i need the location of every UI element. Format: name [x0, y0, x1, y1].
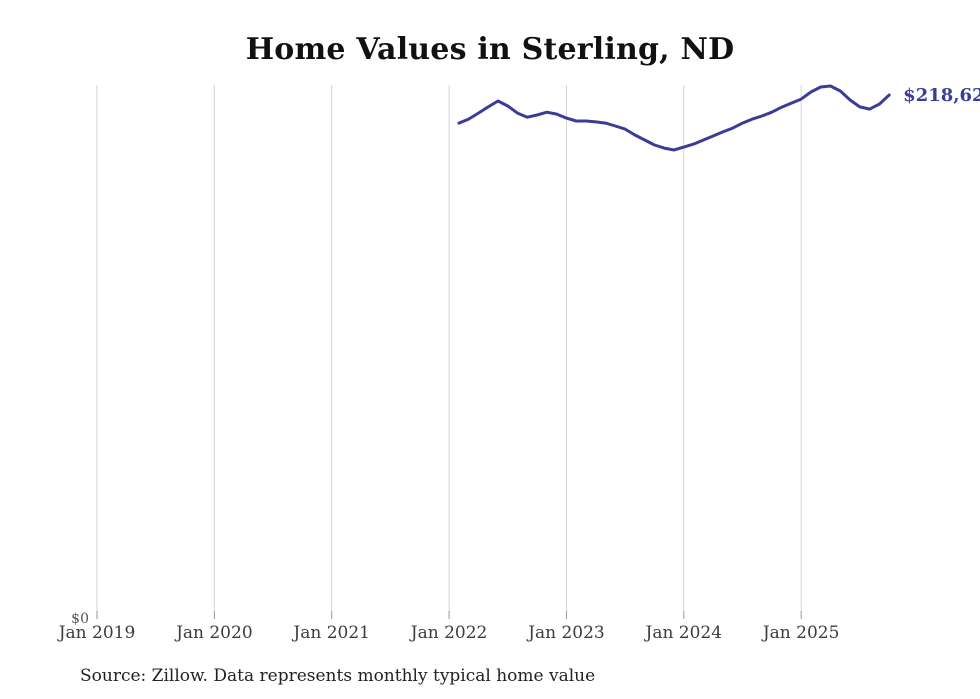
chart-title: Home Values in Sterling, ND — [245, 32, 735, 67]
x-axis-label: Jan 2025 — [761, 623, 840, 643]
x-axis-label: Jan 2021 — [291, 623, 370, 643]
x-axis-label: Jan 2020 — [174, 623, 253, 643]
y-axis-zero-label: $0 — [71, 611, 89, 627]
x-axis-label: Jan 2022 — [409, 623, 488, 643]
x-axis-label: Jan 2024 — [644, 623, 723, 643]
home-value-line — [457, 84, 891, 152]
source-note: Source: Zillow. Data represents monthly … — [80, 666, 596, 686]
latest-value-label: $218,622 — [903, 85, 980, 106]
x-axis-label: Jan 2023 — [526, 623, 605, 643]
home-values-line-chart: Jan 2019 Jan 2020 Jan 2021 Jan 2022 Jan 2023… — [57, 84, 980, 643]
x-axis-label: Jan 2019 — [57, 623, 136, 643]
